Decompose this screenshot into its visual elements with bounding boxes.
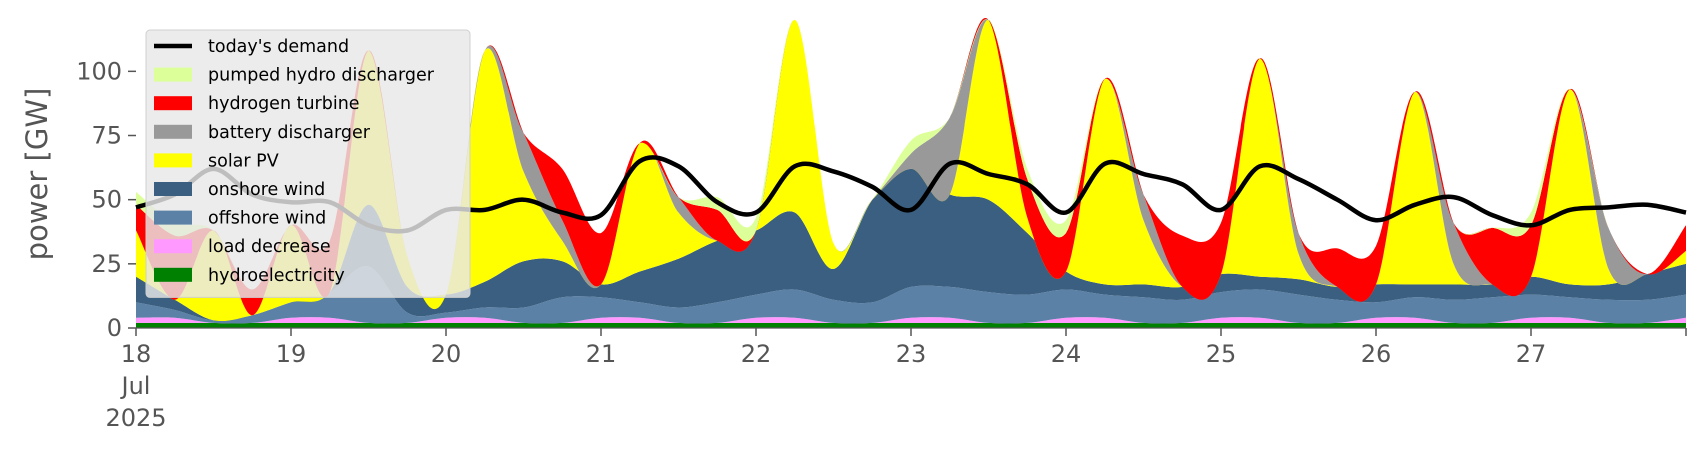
legend-label: hydroelectricity <box>208 266 345 286</box>
y-tick-label: 75 <box>91 122 122 150</box>
area-offshore-wind <box>136 266 1686 324</box>
legend-swatch <box>154 239 192 254</box>
legend-item-battery-discharger: battery discharger <box>154 123 371 143</box>
legend-swatch <box>154 267 192 282</box>
legend-item-hydroelectricity: hydroelectricity <box>154 266 345 286</box>
legend-label: solar PV <box>208 151 279 171</box>
axes: 0 25 50 75 100 18 Jul 2025 19 20 21 22 23 24 25 26 27 pow… <box>20 57 1687 432</box>
legend-label: pumped hydro discharger <box>208 66 435 86</box>
y-tick-label: 25 <box>91 250 122 278</box>
area-battery-discharger <box>136 17 1686 316</box>
x-tick-label: 23 <box>896 340 927 368</box>
legend-label: today's demand <box>208 37 349 57</box>
legend-item-offshore-wind: offshore wind <box>154 209 326 229</box>
legend-swatch <box>154 96 192 111</box>
stacked-areas <box>136 17 1686 328</box>
legend-item-today-s-demand: today's demand <box>154 37 349 57</box>
legend-label: hydrogen turbine <box>208 94 360 114</box>
x-tick-label: 27 <box>1516 340 1547 368</box>
area-onshore-wind <box>136 168 1686 322</box>
legend-swatch <box>154 124 192 139</box>
legend-swatch <box>154 210 192 225</box>
x-tick-label: 21 <box>586 340 617 368</box>
x-tick-label: 22 <box>741 340 772 368</box>
legend-item-hydrogen-turbine: hydrogen turbine <box>154 94 360 114</box>
x-tick-label: Jul <box>120 372 151 400</box>
legend-label: battery discharger <box>208 123 371 143</box>
legend-box <box>145 29 471 298</box>
legend-swatch <box>154 67 192 82</box>
area-solar-pv <box>136 19 1686 322</box>
legend-swatch <box>154 153 192 168</box>
x-tick-label: 20 <box>431 340 462 368</box>
legend-label: onshore wind <box>208 180 325 200</box>
x-tick-label: 26 <box>1361 340 1392 368</box>
y-tick-label: 50 <box>91 186 122 214</box>
area-load-decrease <box>136 317 1686 324</box>
x-tick-label: 19 <box>276 340 307 368</box>
legend-label: load decrease <box>208 237 331 257</box>
y-tick-label: 100 <box>76 57 122 85</box>
x-tick-label: 18 <box>121 340 152 368</box>
legend-item-load-decrease: load decrease <box>154 237 331 257</box>
legend-item-onshore-wind: onshore wind <box>154 180 325 200</box>
y-tick-label: 0 <box>107 314 122 342</box>
x-tick-label: 25 <box>1206 340 1237 368</box>
y-axis-title: power [GW] <box>20 88 54 261</box>
legend-item-pumped-hydro-discharger: pumped hydro discharger <box>154 66 435 86</box>
area-hydroelectricity <box>136 322 1686 328</box>
x-tick-label: 2025 <box>105 404 166 432</box>
legend: today's demand pumped hydro discharger hyd… <box>145 29 471 298</box>
x-tick-label: 24 <box>1051 340 1082 368</box>
legend-label: offshore wind <box>208 209 326 229</box>
legend-item-solar-pv: solar PV <box>154 151 279 171</box>
legend-swatch <box>154 182 192 196</box>
